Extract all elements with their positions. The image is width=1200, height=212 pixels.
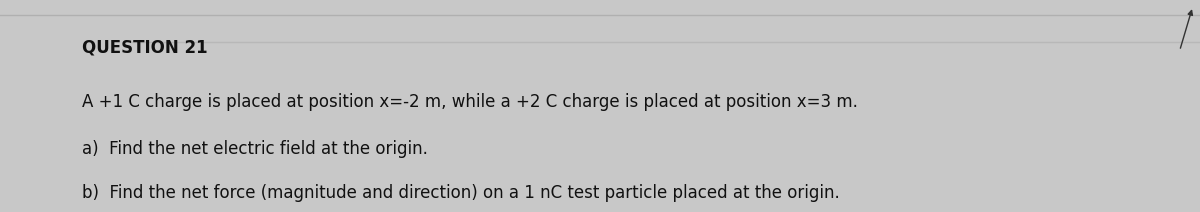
Text: a)  Find the net electric field at the origin.: a) Find the net electric field at the or… [82, 140, 427, 158]
Text: b)  Find the net force (magnitude and direction) on a 1 nC test particle placed : b) Find the net force (magnitude and dir… [82, 184, 839, 202]
Text: A +1 C charge is placed at position x=-2 m, while a +2 C charge is placed at pos: A +1 C charge is placed at position x=-2… [82, 93, 858, 111]
Text: QUESTION 21: QUESTION 21 [82, 38, 208, 56]
